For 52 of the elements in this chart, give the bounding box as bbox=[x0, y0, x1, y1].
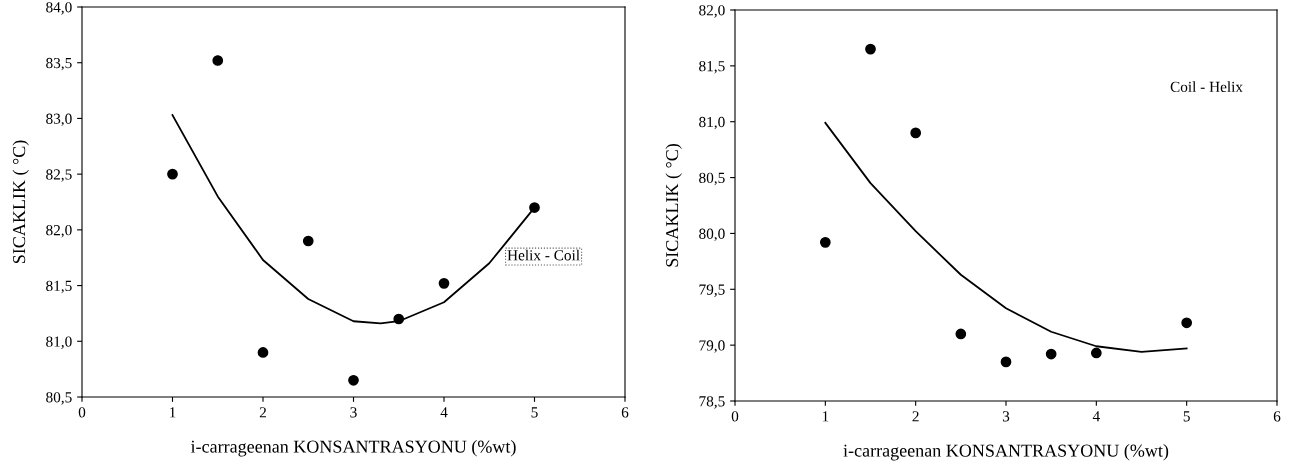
x-tick-label: 6 bbox=[621, 407, 629, 418]
y-axis-title: SICAKLIK ( °C) bbox=[12, 140, 29, 264]
x-tick-label: 0 bbox=[78, 407, 86, 418]
y-tick-label: 80,0 bbox=[699, 228, 725, 242]
x-tick-label: 1 bbox=[822, 411, 829, 422]
x-tick-label: 2 bbox=[259, 407, 266, 418]
x-axis-title: i-carrageenan KONSANTRASYONU (%wt) bbox=[190, 440, 516, 457]
point bbox=[819, 237, 831, 248]
y-tick-label: 80,5 bbox=[46, 392, 72, 405]
point bbox=[167, 168, 178, 180]
point bbox=[1045, 348, 1057, 360]
y-tick-label: 82,0 bbox=[46, 225, 72, 238]
y-tick-label: 83,5 bbox=[46, 57, 72, 71]
y-tick-label: 81,0 bbox=[46, 336, 72, 349]
y-tick-label: 83,0 bbox=[46, 113, 72, 127]
y-tick-label: 79,5 bbox=[699, 284, 725, 297]
y-tick-label: 84,0 bbox=[46, 2, 72, 15]
point bbox=[865, 43, 876, 55]
point bbox=[1181, 317, 1193, 329]
y-tick-label: 79,0 bbox=[699, 340, 725, 353]
y-tick-label: 78,5 bbox=[699, 396, 725, 409]
point bbox=[302, 235, 314, 247]
point bbox=[257, 347, 269, 358]
annotation: Helix - Coil bbox=[507, 249, 580, 261]
x-tick-label: 1 bbox=[170, 407, 176, 418]
point bbox=[955, 328, 967, 340]
y-tick-label: 81,5 bbox=[699, 61, 725, 74]
x-tick-label: 6 bbox=[1273, 411, 1281, 422]
point bbox=[212, 55, 224, 66]
y-axis-title: SICAKLIK ( °C) bbox=[665, 144, 682, 267]
point bbox=[348, 374, 359, 386]
point bbox=[393, 313, 405, 325]
point bbox=[529, 202, 540, 213]
x-tick-label: 5 bbox=[1183, 411, 1190, 422]
point bbox=[910, 127, 922, 139]
y-tick-label: 82,0 bbox=[699, 5, 725, 18]
point bbox=[1000, 356, 1012, 368]
x-tick-label: 5 bbox=[531, 407, 538, 418]
x-tick-label: 2 bbox=[912, 411, 919, 422]
y-tick-label: 80,5 bbox=[699, 172, 725, 186]
x-tick-label: 4 bbox=[440, 407, 448, 418]
point bbox=[1090, 347, 1102, 359]
x-tick-label: 0 bbox=[731, 411, 739, 422]
x-tick-label: 3 bbox=[350, 407, 357, 418]
point bbox=[438, 277, 450, 289]
y-tick-label: 82,5 bbox=[46, 169, 72, 182]
x-tick-label: 3 bbox=[1002, 411, 1010, 422]
annotation: Coil - Helix bbox=[1170, 81, 1243, 93]
y-tick-label: 81,5 bbox=[46, 280, 72, 294]
y-tick-label: 81,0 bbox=[699, 116, 725, 130]
x-tick-label: 4 bbox=[1092, 411, 1100, 422]
x-axis-title: i-carrageenan KONSANTRASYONU (%wt) bbox=[843, 444, 1169, 461]
